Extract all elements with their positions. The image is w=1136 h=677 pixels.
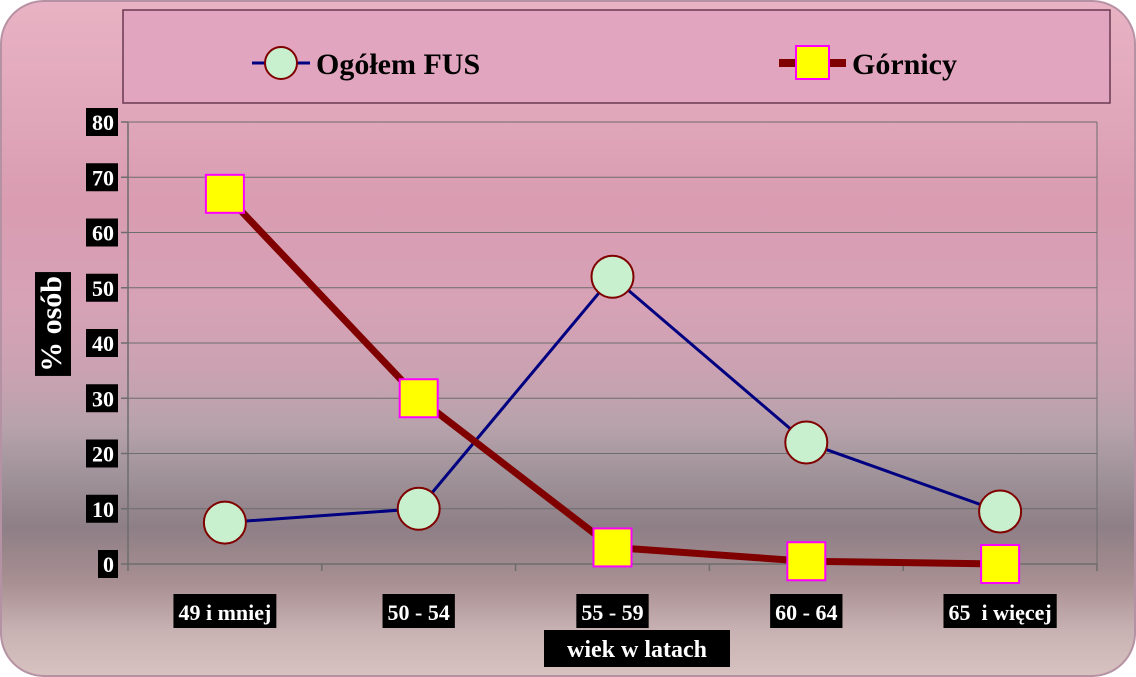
legend-label-gornicy: Górnicy [852, 48, 957, 81]
y-tick-label: 0 [103, 552, 114, 577]
data-point [398, 378, 439, 419]
x-category: 50 - 54 [382, 594, 455, 628]
data-point [980, 544, 1021, 584]
data-point [202, 500, 247, 545]
y-tick: 20 [86, 439, 118, 468]
data-point [396, 486, 441, 531]
y-tick-bg [86, 108, 118, 136]
x-category: 60 - 64 [770, 594, 843, 628]
y-tick: 0 [98, 550, 118, 578]
x-category: 65 i więcej [943, 594, 1057, 628]
y-tick: 60 [86, 218, 118, 247]
y-tick-labels: 0 10 20 30 40 50 60 70 80 [86, 108, 118, 578]
y-tick-label: 10 [92, 497, 114, 522]
y-tick-label: 40 [92, 331, 114, 356]
y-axis-title-text: % osób [35, 276, 68, 372]
x-category-label: 55 - 59 [581, 600, 643, 625]
y-tick-label: 80 [92, 110, 114, 135]
data-point [784, 420, 829, 465]
x-category: 55 - 59 [576, 594, 649, 628]
x-category-label: 65 i więcej [948, 600, 1051, 625]
y-tick: 30 [86, 384, 118, 413]
y-tick-label: 50 [92, 276, 114, 301]
x-category-bg [173, 594, 277, 628]
legend-item-ogolem-fus: Ogółem FUS [252, 46, 480, 81]
y-tick-label: 70 [92, 165, 114, 190]
gridlines [121, 121, 1098, 571]
legend-item-gornicy: Górnicy [779, 45, 957, 81]
data-point [786, 541, 827, 582]
y-axis-title-bg [35, 272, 71, 376]
legend: Ogółem FUS Górnicy [122, 9, 1111, 104]
y-tick: 40 [86, 329, 118, 357]
x-category-bg [382, 594, 455, 628]
x-axis-title-text: wiek w latach [567, 637, 707, 663]
x-category-label: 49 i mniej [178, 600, 271, 625]
y-tick-bg [86, 439, 118, 468]
y-tick: 50 [86, 273, 118, 302]
y-tick-bg [86, 494, 118, 523]
x-category-label: 60 - 64 [775, 600, 837, 625]
series [202, 173, 1023, 584]
legend-marker-gornicy [795, 45, 830, 80]
series-ogolem-fus [202, 254, 1023, 545]
x-axis-title: wiek w latach [544, 630, 730, 667]
data-point [590, 254, 635, 299]
y-tick: 80 [86, 108, 118, 136]
x-category-bg [943, 594, 1057, 628]
y-tick-label: 30 [92, 386, 114, 411]
data-point [592, 527, 633, 568]
data-point [204, 173, 245, 214]
y-tick: 10 [86, 494, 118, 523]
y-tick-bg [86, 273, 118, 302]
y-tick-bg [98, 550, 118, 578]
y-tick: 70 [86, 163, 118, 192]
y-axis-title: % osób [35, 272, 71, 376]
x-axis-title-bg [544, 630, 730, 667]
x-category-label: 50 - 54 [388, 600, 450, 625]
x-category: 49 i mniej [173, 594, 277, 628]
x-category-labels: 49 i mniej 50 - 54 55 - 59 60 - 64 65 i więc… [173, 594, 1057, 628]
y-tick-bg [86, 329, 118, 357]
x-category-bg [770, 594, 843, 628]
data-point [978, 489, 1023, 534]
y-tick-bg [86, 218, 118, 247]
y-tick-bg [86, 384, 118, 413]
legend-marker-ogolem-fus [264, 46, 298, 80]
y-tick-bg [86, 163, 118, 192]
y-tick-label: 20 [92, 442, 114, 467]
x-category-bg [576, 594, 649, 628]
legend-label-ogolem-fus: Ogółem FUS [316, 48, 480, 81]
series-gornicy [204, 173, 1021, 584]
y-tick-label: 60 [92, 221, 114, 246]
